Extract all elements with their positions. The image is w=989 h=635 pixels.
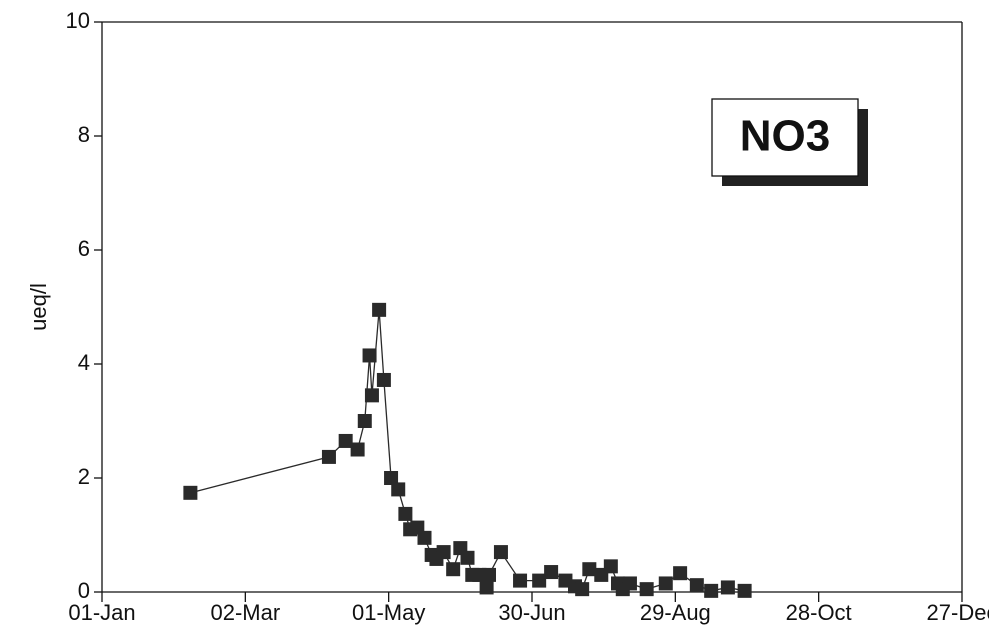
marker — [603, 559, 618, 574]
series-line — [190, 309, 745, 592]
marker — [372, 302, 387, 317]
y-tick-label: 2 — [78, 464, 90, 489]
x-tick-label: 30-Jun — [498, 600, 565, 625]
marker — [384, 471, 399, 485]
marker — [479, 580, 494, 595]
y-tick-label: 4 — [78, 350, 90, 375]
marker — [391, 482, 406, 497]
marker — [673, 566, 688, 581]
marker — [689, 578, 704, 593]
y-axis-label: ueq/l — [26, 283, 51, 331]
marker — [544, 565, 559, 580]
x-tick-label: 29-Aug — [640, 600, 711, 625]
marker — [658, 576, 673, 591]
marker — [338, 433, 353, 448]
marker — [183, 485, 198, 500]
marker — [720, 580, 735, 595]
marker — [460, 550, 475, 565]
x-tick-label: 27-Dec — [927, 600, 989, 625]
marker — [639, 582, 654, 597]
marker — [737, 583, 752, 598]
marker — [622, 576, 637, 591]
marker — [575, 582, 590, 597]
marker — [417, 530, 432, 545]
marker — [376, 372, 391, 387]
y-tick-label: 8 — [78, 122, 90, 147]
marker — [582, 562, 597, 577]
x-tick-label: 28-Oct — [786, 600, 852, 625]
marker — [364, 388, 379, 403]
annotation-box — [711, 98, 859, 177]
marker — [321, 449, 336, 464]
marker — [350, 442, 365, 457]
marker — [436, 545, 451, 560]
y-tick-label: 0 — [78, 578, 90, 603]
marker — [446, 562, 461, 577]
y-tick-label: 10 — [66, 8, 90, 33]
annotation: NO3 — [740, 112, 830, 161]
x-tick-label: 02-Mar — [210, 600, 280, 625]
marker — [398, 506, 413, 521]
marker — [362, 348, 377, 363]
marker — [482, 567, 496, 582]
marker — [493, 545, 508, 560]
marker — [357, 414, 372, 428]
x-tick-label: 01-Jan — [68, 600, 135, 625]
y-tick-label: 6 — [78, 236, 90, 261]
x-tick-label: 01-May — [352, 600, 425, 625]
marker — [513, 573, 528, 588]
marker — [532, 573, 547, 588]
marker — [704, 583, 719, 598]
